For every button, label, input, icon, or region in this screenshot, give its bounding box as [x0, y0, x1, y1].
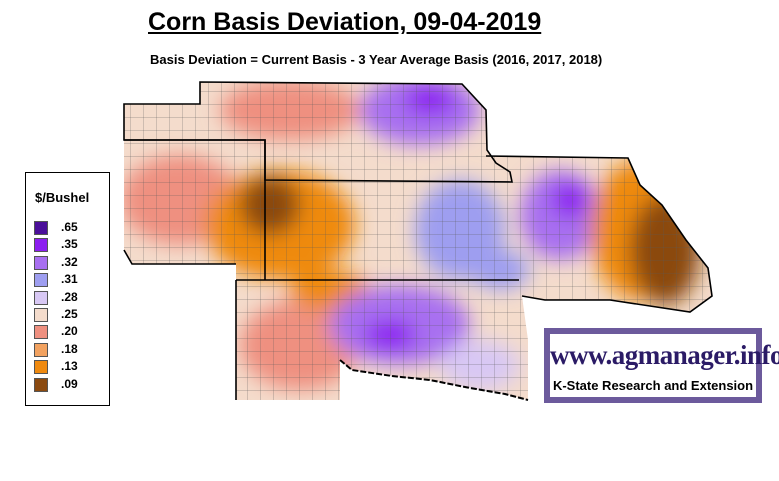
legend-item: .25 [34, 307, 106, 322]
map-subtitle: Basis Deviation = Current Basis - 3 Year… [150, 52, 603, 67]
legend-label: .09 [61, 376, 78, 391]
legend-label: .65 [61, 220, 78, 234]
legend-label: .20 [61, 324, 78, 339]
brand-box: www.agmanager.info K-State Research and … [544, 328, 779, 403]
legend-item: .20 [34, 324, 106, 340]
legend-swatch [34, 377, 48, 392]
legend-label: .28 [61, 289, 78, 304]
legend-label: .18 [61, 341, 78, 356]
legend-swatch [34, 273, 48, 288]
legend-item: .32 [34, 255, 106, 270]
legend-swatch [34, 255, 48, 270]
legend-item: .13 [34, 359, 106, 375]
legend-item: .09 [34, 377, 106, 392]
legend-item: .65 [34, 220, 106, 235]
legend: $/Bushel .65 .35 .32 .31 .28 .25 .20 .18 .13 .09 [25, 172, 110, 406]
brand-url: www.agmanager.info [550, 340, 779, 370]
legend-label: .35 [61, 237, 78, 252]
legend-swatch [34, 325, 48, 340]
legend-swatch [34, 360, 48, 375]
legend-label: .32 [61, 254, 78, 269]
legend-item: .31 [34, 272, 106, 288]
legend-swatch [34, 238, 48, 253]
legend-swatch [34, 221, 48, 235]
legend-label: .31 [61, 272, 78, 287]
legend-swatch [34, 342, 48, 357]
brand-org: K-State Research and Extension [552, 378, 754, 393]
legend-label: .13 [61, 359, 78, 374]
legend-swatch [34, 290, 48, 305]
legend-label: .25 [61, 307, 78, 321]
legend-item: .18 [34, 342, 106, 357]
legend-title: $/Bushel [35, 190, 90, 205]
legend-item: .35 [34, 237, 106, 253]
legend-item: .28 [34, 290, 106, 305]
legend-swatch [34, 308, 48, 322]
map-title: Corn Basis Deviation, 09-04-2019 [148, 8, 542, 36]
